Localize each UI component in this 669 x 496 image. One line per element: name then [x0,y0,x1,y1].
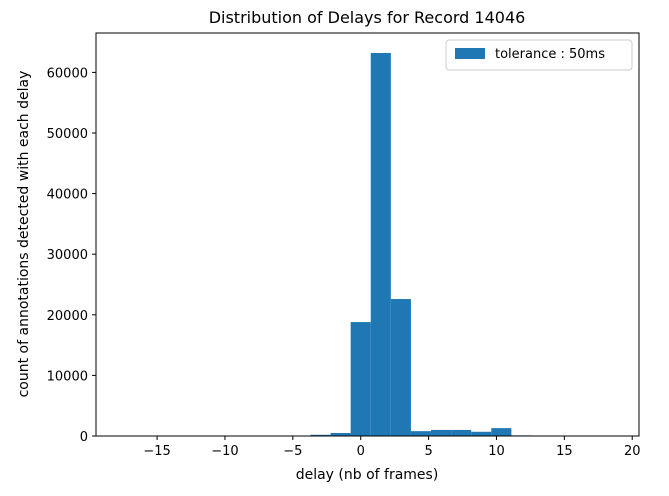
bars-group [290,52,552,437]
x-tick-label: −15 [143,444,170,459]
x-tick-label: 20 [624,444,641,459]
y-tick-label: 10000 [47,369,88,384]
y-tick-label: 60000 [47,66,88,81]
chart-title: Distribution of Delays for Record 14046 [209,8,526,27]
histogram-bar [451,429,472,436]
histogram-bar [310,434,331,436]
histogram-bar [410,431,432,436]
histogram-bar [370,52,391,436]
y-axis-ticks: 0 10000 20000 30000 40000 50000 60000 [47,66,96,445]
x-tick-label: −10 [211,444,238,459]
y-tick-label: 50000 [47,127,88,142]
legend-label: tolerance : 50ms [495,47,605,62]
x-axis-ticks: −15 −10 −5 0 5 10 15 20 [143,436,640,459]
plot-frame [95,32,640,437]
x-tick-label: 0 [357,444,365,459]
y-axis-label: count of annotations detected with each … [16,71,32,398]
legend-box [445,39,633,71]
legend: tolerance : 50ms [445,39,633,71]
x-tick-label: 10 [488,444,505,459]
x-axis-label: delay (nb of frames) [296,467,439,483]
y-tick-label: 20000 [47,309,88,324]
histogram-bar [330,432,351,436]
histogram-bar [491,428,512,436]
histogram-bar [390,299,411,436]
histogram-bar [431,429,452,436]
y-tick-label: 30000 [47,248,88,263]
x-tick-label: −5 [283,444,302,459]
y-tick-label: 0 [80,430,88,445]
legend-swatch [455,48,485,59]
y-tick-label: 40000 [47,188,88,203]
x-tick-label: 5 [424,444,432,459]
histogram-bar [350,322,371,436]
histogram-bar [471,431,492,436]
x-tick-label: 15 [556,444,573,459]
